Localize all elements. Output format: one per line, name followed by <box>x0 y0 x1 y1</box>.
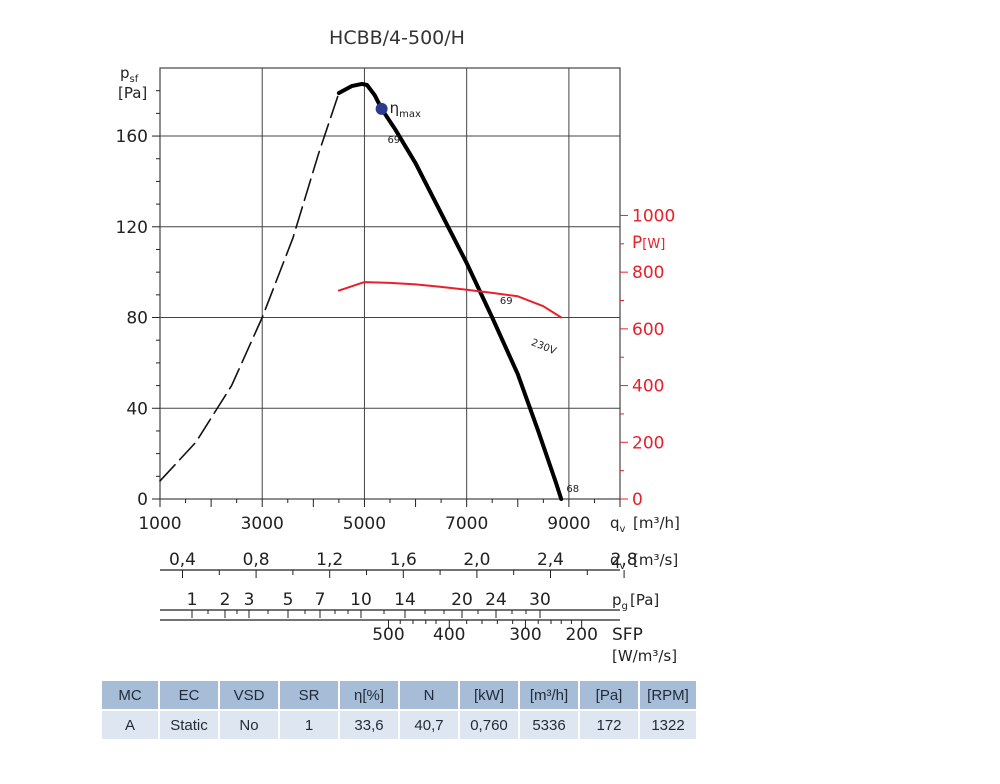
y2-axis-label: P[W] <box>632 233 665 253</box>
table-cell: 1322 <box>640 711 696 739</box>
y-tick-label: 80 <box>126 309 148 329</box>
sfp-tick-label: 400 <box>433 625 465 645</box>
pg-tick-label: 5 <box>283 590 294 610</box>
fan-curve-chart: HCBB/4-500/H 04080120160psf[Pa]020040060… <box>116 27 680 665</box>
table-header-cell: VSD <box>220 681 278 709</box>
qv-tick-label: 2,4 <box>537 550 564 570</box>
grid <box>159 67 621 500</box>
qv-tick-label: 2,0 <box>463 550 490 570</box>
pg-tick-label: 1 <box>187 590 198 610</box>
pg-tick-label: 2 <box>220 590 231 610</box>
x-tick-label: 7000 <box>445 514 488 534</box>
y2-tick-label: 200 <box>632 433 664 453</box>
pg-axis-label: pg <box>612 591 628 612</box>
y2-tick-label: 800 <box>632 263 664 283</box>
y-tick-label: 120 <box>116 218 148 238</box>
table-cell: 0,760 <box>460 711 518 739</box>
pg-tick-label: 7 <box>315 590 326 610</box>
table-cell: 33,6 <box>340 711 398 739</box>
y2-tick-label: 400 <box>632 377 664 397</box>
qv-tick-label: 1,2 <box>316 550 343 570</box>
sfp-axis-unit: [W/m³/s] <box>612 647 677 665</box>
eta-max-label: ηmax <box>390 99 421 120</box>
table-cell: 1 <box>280 711 338 739</box>
table-header-cell: EC <box>160 681 218 709</box>
annotation-efficiency: 69 <box>500 296 513 307</box>
table-cell: No <box>220 711 278 739</box>
pg-tick-label: 20 <box>451 590 473 610</box>
table-header-cell: MC <box>102 681 158 709</box>
x-tick-label: 5000 <box>343 514 386 534</box>
table-header-cell: N <box>400 681 458 709</box>
table-header-cell: [kW] <box>460 681 518 709</box>
power-curve-230v <box>337 281 563 319</box>
pg-axis-unit: [Pa] <box>630 591 659 609</box>
qv-tick-label: 1,6 <box>390 550 417 570</box>
table-header-cell: [RPM] <box>640 681 696 709</box>
table-cell: 172 <box>580 711 638 739</box>
table-cell: 40,7 <box>400 711 458 739</box>
table-header-cell: [Pa] <box>580 681 638 709</box>
pg-tick-label: 10 <box>350 590 372 610</box>
table-header-cell: η[%] <box>340 681 398 709</box>
spec-table: MC EC VSD SR η[%] N [kW] [m³/h] [Pa] [RPM] A Stati… <box>100 679 698 741</box>
x-axis-unit: [m³/h] <box>633 514 680 532</box>
y2-tick-label: 0 <box>632 490 643 510</box>
table-cell: A <box>102 711 158 739</box>
pg-tick-label: 14 <box>394 590 416 610</box>
y2-tick-label: 600 <box>632 320 664 340</box>
qv-tick-label: 0,4 <box>169 550 196 570</box>
y2-tick-label: 1000 <box>632 206 675 226</box>
x-tick-label: 3000 <box>241 514 284 534</box>
sfp-tick-label: 200 <box>565 625 597 645</box>
qv-tick-label: 2,8 <box>611 550 638 570</box>
annotation-efficiency: 68 <box>566 484 579 495</box>
table-cell: 5336 <box>520 711 578 739</box>
y-tick-label: 0 <box>137 490 148 510</box>
eta-max-marker <box>375 102 388 115</box>
y-tick-label: 40 <box>126 399 148 419</box>
y-tick-label: 160 <box>116 127 148 147</box>
qv-tick-label: 0,8 <box>243 550 270 570</box>
table-header-cell: SR <box>280 681 338 709</box>
x-tick-label: 9000 <box>547 514 590 534</box>
chart-title: HCBB/4-500/H <box>329 27 465 49</box>
pressure-curve-stall <box>159 92 340 482</box>
x-axis-label: qv <box>610 514 626 535</box>
x-tick-label: 1000 <box>138 514 181 534</box>
y-axis-label: psf <box>120 64 139 85</box>
annotation-efficiency: 69 <box>387 135 400 146</box>
sfp-tick-label: 300 <box>509 625 541 645</box>
annotation-230v: 230V <box>529 337 557 357</box>
table-cell: Static <box>160 711 218 739</box>
pressure-curve <box>336 81 564 501</box>
table-row: A Static No 1 33,6 40,7 0,760 5336 172 1322 <box>102 711 696 739</box>
y-axis-unit: [Pa] <box>118 84 147 102</box>
sfp-tick-label: 500 <box>372 625 404 645</box>
axes: 04080120160psf[Pa]02004006008001000P[W]1… <box>116 64 680 665</box>
spec-table-header: MC EC VSD SR η[%] N [kW] [m³/h] [Pa] [RPM] <box>102 681 696 709</box>
pg-tick-label: 24 <box>485 590 507 610</box>
table-header-cell: [m³/h] <box>520 681 578 709</box>
pg-tick-label: 3 <box>244 590 255 610</box>
chart-marks <box>159 81 564 501</box>
qv-axis-unit: [m³/s] <box>633 551 678 569</box>
spec-table-body: A Static No 1 33,6 40,7 0,760 5336 172 1322 <box>102 711 696 739</box>
pg-tick-label: 30 <box>529 590 551 610</box>
sfp-axis-label: SFP <box>612 625 643 645</box>
